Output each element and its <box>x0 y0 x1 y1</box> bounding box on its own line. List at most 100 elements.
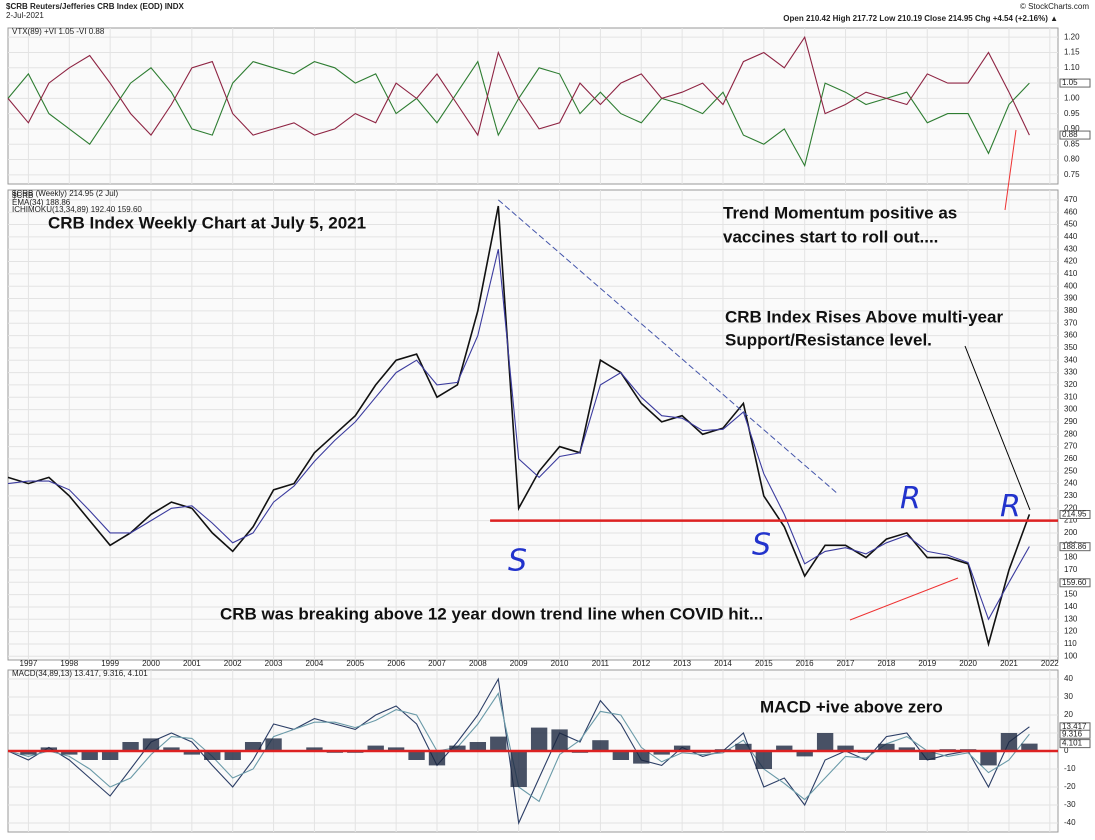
arrow <box>964 345 1031 511</box>
y-tick-label: 360 <box>1064 331 1078 340</box>
histogram-bar <box>469 742 487 751</box>
histogram-bar <box>980 751 997 766</box>
y-tick-label: 20 <box>1064 710 1073 719</box>
annotation: CRB Index Rises Above multi-year <box>725 307 1003 326</box>
hand-mark: R <box>900 482 921 517</box>
y-tick-label: 140 <box>1064 602 1078 611</box>
value-tag-label: 13.417 <box>1062 722 1087 731</box>
histogram-bar <box>428 751 446 766</box>
y-tick-label: 400 <box>1064 281 1078 290</box>
y-tick-label: 210 <box>1064 516 1078 525</box>
hand-mark: S <box>752 528 771 563</box>
x-tick-label: 2021 <box>1000 659 1018 668</box>
y-tick-label: 450 <box>1064 220 1078 229</box>
x-tick-label: 2006 <box>387 659 405 668</box>
y-tick-label: 120 <box>1064 627 1078 636</box>
histogram-bar <box>1021 743 1038 751</box>
value-tag <box>1059 739 1091 749</box>
x-tick-label: 2020 <box>959 659 977 668</box>
value-tag-label: 0.88 <box>1062 130 1078 139</box>
trend-line <box>497 199 838 494</box>
value-tag-label: 159.60 <box>1062 578 1087 587</box>
legend: ICHIMOKU(13,34,89) 192.40 159.60 <box>12 205 142 214</box>
histogram-bar <box>449 745 466 751</box>
x-tick-label: 1998 <box>60 659 78 668</box>
x-tick-label: 1999 <box>101 659 119 668</box>
x-tick-label: 2000 <box>142 659 160 668</box>
histogram-bar <box>265 738 282 751</box>
annotation: vaccines start to roll out.... <box>723 227 938 246</box>
y-tick-label: 270 <box>1064 442 1078 451</box>
macd-note: MACD +ive above zero <box>760 697 943 716</box>
legend-entry: EMA(34) 188.86 <box>12 198 71 207</box>
histogram-bar <box>306 747 323 751</box>
x-tick-label: 2005 <box>346 659 364 668</box>
y-tick-label: 0.75 <box>1064 170 1080 179</box>
histogram-bar <box>244 742 262 751</box>
histogram-bar <box>653 751 670 755</box>
ohlc: Open 210.42 High 217.72 Low 210.19 Close… <box>783 14 1058 23</box>
annotation: Trend Momentum positive as <box>723 203 957 222</box>
y-tick-label: 220 <box>1064 503 1078 512</box>
histogram-bar <box>40 747 58 751</box>
histogram-bar <box>837 745 854 751</box>
y-tick-label: -40 <box>1064 818 1076 827</box>
y-tick-label: 1.20 <box>1064 32 1080 41</box>
x-tick-label: 2007 <box>428 659 446 668</box>
x-tick-label: 2002 <box>224 659 242 668</box>
histogram-bar <box>633 751 650 764</box>
y-tick-label: 30 <box>1064 692 1073 701</box>
y-tick-label: 200 <box>1064 528 1078 537</box>
y-tick-label: -30 <box>1064 800 1076 809</box>
histogram-bar <box>490 736 507 751</box>
y-tick-label: -10 <box>1064 764 1076 773</box>
legend-entry: $CRB <box>12 191 33 200</box>
y-tick-label: 380 <box>1064 306 1078 315</box>
histogram-bar <box>592 740 609 751</box>
legend: VTX(89) +VI 1.05 -VI 0.88 <box>12 27 105 36</box>
y-tick-label: 420 <box>1064 257 1078 266</box>
y-tick-label: 330 <box>1064 368 1078 377</box>
value-tag-label: 4.101 <box>1062 739 1083 748</box>
value-tag <box>1059 542 1091 552</box>
value-tag-label: 9.316 <box>1062 729 1083 738</box>
histogram-bar <box>919 751 936 760</box>
histogram-bar <box>1000 733 1018 751</box>
date: 2-Jul-2021 <box>6 11 44 20</box>
y-tick-label: 370 <box>1064 318 1078 327</box>
y-tick-label: 390 <box>1064 294 1078 303</box>
value-tag <box>1059 729 1091 739</box>
value-tag-label: 1.05 <box>1062 78 1078 87</box>
x-tick-label: 2004 <box>306 659 324 668</box>
histogram-bar <box>101 751 119 760</box>
y-tick-label: 410 <box>1064 269 1078 278</box>
x-tick-label: 2022 <box>1041 659 1059 668</box>
y-tick-label: 290 <box>1064 417 1078 426</box>
panel <box>7 189 1059 661</box>
y-tick-label: 310 <box>1064 392 1078 401</box>
symbol: $CRB Reuters/Jefferies CRB Index (EOD) I… <box>6 2 184 11</box>
x-tick-label: 2018 <box>878 659 896 668</box>
value-tag-label: 188.86 <box>1062 542 1087 551</box>
histogram-bar <box>673 745 691 751</box>
histogram-bar <box>142 738 160 751</box>
y-tick-label: 110 <box>1064 639 1077 648</box>
value-tag <box>1059 509 1091 519</box>
histogram-bar <box>898 747 916 751</box>
histogram-bar <box>612 751 630 760</box>
y-tick-label: 0.85 <box>1064 139 1080 148</box>
y-tick-label: 280 <box>1064 429 1078 438</box>
histogram-bar <box>776 745 793 751</box>
histogram-bar <box>224 751 241 760</box>
histogram-bar <box>367 745 384 751</box>
histogram-bar <box>122 742 139 751</box>
y-tick-label: 350 <box>1064 343 1078 352</box>
legend: MACD(34,89,13) 13.417, 9.316, 4.101 <box>12 669 148 678</box>
x-tick-label: 2015 <box>755 659 773 668</box>
series-line <box>7 205 1031 648</box>
histogram-bar <box>81 751 98 760</box>
y-tick-label: 130 <box>1064 614 1078 623</box>
y-tick-label: 100 <box>1064 651 1078 660</box>
